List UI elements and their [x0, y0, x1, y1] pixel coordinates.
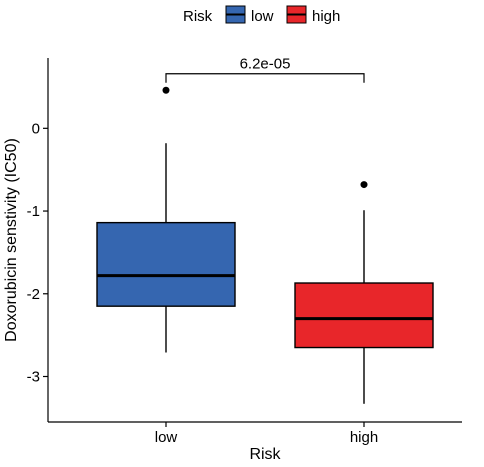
- y-axis-label: Doxorubicin senstivity (IC50): [3, 138, 20, 342]
- legend-label: high: [312, 8, 340, 25]
- x-tick-label: low: [155, 429, 178, 446]
- boxes: [96, 86, 434, 404]
- y-tick-label: -3: [27, 369, 40, 386]
- box-high: [294, 181, 434, 404]
- x-ticks: low high: [155, 422, 378, 446]
- significance-bracket: [165, 73, 365, 83]
- legend-item-high: high: [286, 5, 340, 25]
- box-body: [96, 221, 236, 307]
- x-tick-label: high: [350, 429, 378, 446]
- box-low: [96, 86, 236, 353]
- y-tick-label: 0: [32, 120, 40, 137]
- outlier-point: [162, 86, 170, 94]
- significance-annotation: 6.2e-05: [165, 56, 365, 83]
- y-tick-label: -1: [27, 203, 40, 220]
- legend: Risk low high: [183, 5, 340, 25]
- legend-label: low: [251, 8, 274, 25]
- legend-title: Risk: [183, 8, 213, 25]
- x-axis-label: Risk: [249, 446, 281, 463]
- p-value-label: 6.2e-05: [240, 56, 291, 73]
- legend-item-low: low: [225, 5, 274, 25]
- y-tick-label: -2: [27, 286, 40, 303]
- y-ticks: 0 -1 -2 -3: [27, 120, 48, 386]
- outlier-point: [360, 181, 368, 189]
- box-body: [294, 282, 434, 349]
